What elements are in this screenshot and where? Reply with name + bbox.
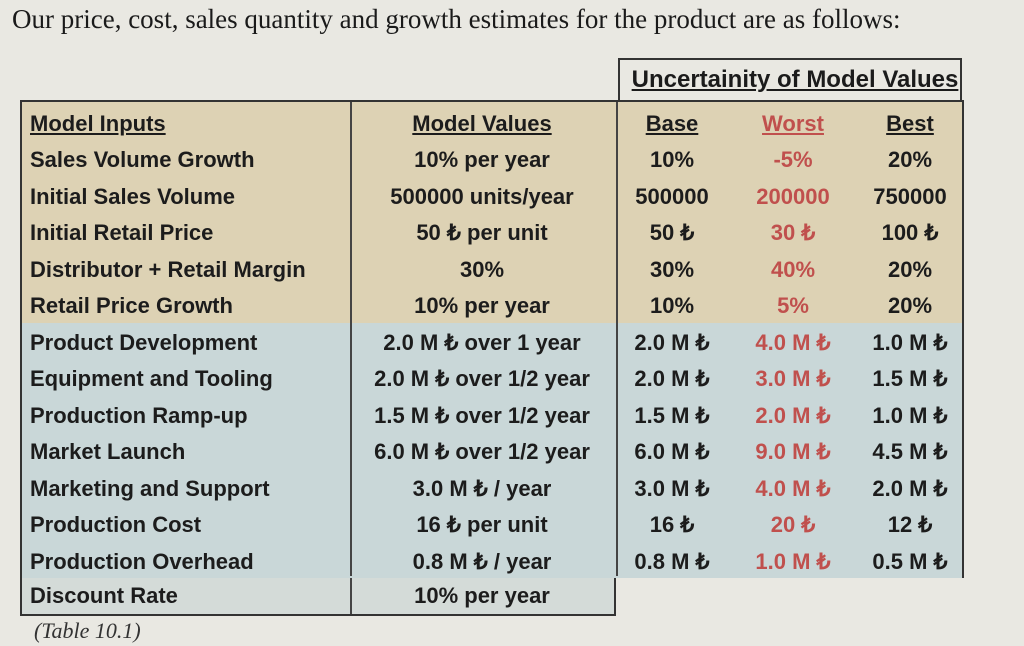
cell-worst: 5%	[777, 293, 809, 318]
table-caption: (Table 10.1)	[34, 618, 141, 643]
cell-best: 20%	[887, 293, 933, 318]
table-row: Initial Retail Price 50 ₺ per unit 50 ₺ 30 …	[22, 215, 962, 251]
cell-worst: 3.0 M ₺	[755, 366, 831, 391]
cell-model-input: Initial Retail Price	[30, 220, 214, 245]
header-base: Base	[645, 111, 699, 136]
cell-worst: 40%	[770, 256, 816, 282]
uncertainty-border-right	[960, 58, 962, 100]
cell-base: 500000	[635, 183, 709, 209]
discount-rate-value: 10% per year	[414, 583, 550, 608]
discount-row: Discount Rate 10% per year	[20, 578, 616, 616]
table-row: Sales Volume Growth 10% per year 10% -5% 20%	[22, 142, 962, 178]
cell-model-input: Production Cost	[30, 512, 202, 537]
table-band-costs	[22, 323, 962, 578]
cell-model-value: 500000 units/year	[390, 183, 574, 209]
cell-best: 12 ₺	[887, 512, 933, 537]
uncertainty-border-left	[618, 58, 620, 102]
cell-model-input: Equipment and Tooling	[30, 366, 273, 391]
cell-model-value: 0.8 M ₺ / year	[412, 548, 552, 574]
table-row: Equipment and Tooling 2.0 M ₺ over 1/2 ye…	[22, 361, 962, 397]
table-row: Production Cost 16 ₺ per unit 16 ₺ 20 ₺ 12 ₺	[22, 507, 962, 543]
cell-worst: 200000	[756, 183, 830, 209]
cell-model-value: 1.5 M ₺ over 1/2 year	[374, 402, 590, 428]
table-row: Product Development 2.0 M ₺ over 1 year 2.…	[22, 325, 962, 361]
cell-worst: 30 ₺	[770, 220, 816, 245]
table-row: Retail Price Growth 10% per year 10% 5% 20%	[22, 288, 962, 324]
cell-base: 10%	[649, 147, 695, 172]
cell-model-input: Market Launch	[30, 439, 186, 464]
table-row: Distributor + Retail Margin 30% 30% 40% 20%	[22, 252, 962, 288]
cell-base: 6.0 M ₺	[634, 439, 710, 464]
discount-rate-label: Discount Rate	[30, 583, 178, 608]
cell-base: 1.5 M ₺	[634, 402, 710, 428]
table-row: Initial Sales Volume 500000 units/year 500…	[22, 179, 962, 215]
cell-best: 2.0 M ₺	[872, 475, 948, 501]
cell-base: 50 ₺	[649, 220, 695, 245]
cell-worst: 1.0 M ₺	[755, 548, 831, 574]
cell-model-value: 16 ₺ per unit	[416, 512, 548, 537]
cell-model-input: Initial Sales Volume	[30, 183, 235, 209]
cell-model-input: Sales Volume Growth	[30, 147, 255, 172]
header-row: Model Inputs Model Values Base Worst Bes…	[22, 106, 962, 142]
cell-model-input: Marketing and Support	[30, 475, 270, 501]
cell-model-value: 50 ₺ per unit	[416, 220, 548, 245]
cell-model-value: 10% per year	[414, 293, 550, 318]
cell-worst: 2.0 M ₺	[755, 402, 831, 428]
cell-model-value: 2.0 M ₺ over 1 year	[383, 329, 581, 355]
cell-base: 10%	[649, 293, 695, 318]
cell-base: 30%	[649, 256, 695, 282]
cell-model-value: 6.0 M ₺ over 1/2 year	[374, 439, 590, 464]
cell-best: 20%	[887, 256, 933, 282]
table-row: Production Ramp-up 1.5 M ₺ over 1/2 year 1…	[22, 398, 962, 434]
cell-best: 1.5 M ₺	[872, 366, 948, 391]
column-divider	[350, 578, 352, 614]
table-band-inputs	[22, 102, 962, 323]
cell-best: 750000	[873, 183, 947, 209]
cell-best: 100 ₺	[881, 220, 939, 245]
uncertainty-title: Uncertainity of Model Values	[631, 66, 959, 93]
cell-base: 2.0 M ₺	[634, 329, 710, 355]
uncertainty-border-top	[618, 58, 962, 60]
cell-model-value: 2.0 M ₺ over 1/2 year	[374, 366, 590, 391]
cell-worst: 9.0 M ₺	[755, 439, 831, 464]
header-worst: Worst	[762, 111, 824, 136]
cell-best: 1.0 M ₺	[872, 402, 948, 428]
cell-base: 2.0 M ₺	[634, 366, 710, 391]
cell-model-input: Retail Price Growth	[30, 293, 233, 318]
cell-model-input: Product Development	[30, 329, 258, 355]
column-divider	[350, 102, 352, 576]
cell-model-value: 30%	[459, 256, 505, 282]
header-best: Best	[886, 111, 934, 136]
cell-model-input: Production Overhead	[30, 548, 254, 574]
header-model-inputs: Model Inputs	[30, 111, 166, 136]
cell-model-value: 10% per year	[414, 147, 550, 172]
cell-worst: 4.0 M ₺	[755, 475, 831, 501]
cell-model-input: Production Ramp-up	[30, 402, 248, 428]
cell-best: 20%	[887, 147, 933, 172]
table-row: Market Launch 6.0 M ₺ over 1/2 year 6.0 M …	[22, 434, 962, 470]
table-row: Production Overhead 0.8 M ₺ / year 0.8 M ₺…	[22, 544, 962, 580]
cell-worst: 20 ₺	[770, 512, 816, 537]
header-model-values: Model Values	[412, 111, 552, 136]
cell-model-input: Distributor + Retail Margin	[30, 256, 306, 282]
cell-model-value: 3.0 M ₺ / year	[412, 475, 552, 501]
cell-base: 0.8 M ₺	[634, 548, 710, 574]
cell-worst: -5%	[773, 147, 813, 172]
cell-worst: 4.0 M ₺	[755, 329, 831, 355]
cell-best: 1.0 M ₺	[872, 329, 948, 355]
intro-heading: Our price, cost, sales quantity and grow…	[12, 4, 901, 34]
table-row: Marketing and Support 3.0 M ₺ / year 3.0 M…	[22, 471, 962, 507]
cell-best: 4.5 M ₺	[872, 439, 948, 464]
cell-best: 0.5 M ₺	[872, 548, 948, 574]
cell-base: 16 ₺	[649, 512, 695, 537]
cell-base: 3.0 M ₺	[634, 475, 710, 501]
column-divider	[616, 102, 618, 576]
model-table: Model Inputs Model Values Base Worst Bes…	[20, 100, 964, 578]
